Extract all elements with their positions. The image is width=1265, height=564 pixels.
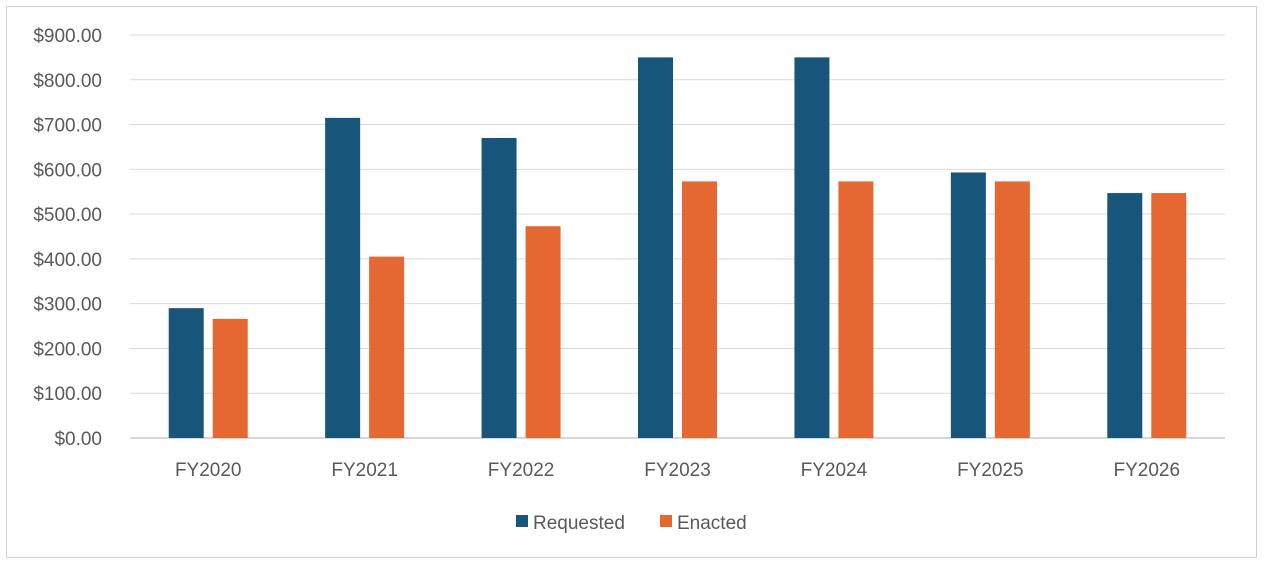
- bar-requested-fy2024: [794, 57, 830, 439]
- x-tick-label: FY2023: [644, 460, 711, 481]
- bar-enacted-fy2025: [994, 181, 1030, 438]
- y-tick-label: $0.00: [54, 429, 102, 450]
- bar-requested-fy2021: [325, 117, 361, 438]
- gridlines: [130, 34, 1225, 439]
- chart-frame: [6, 6, 1257, 558]
- x-tick-label: FY2026: [1114, 460, 1181, 481]
- legend-swatch-requested: [516, 515, 528, 527]
- y-tick-label: $500.00: [33, 205, 102, 226]
- bar-requested-fy2025: [950, 172, 986, 438]
- bar-enacted-fy2021: [369, 256, 405, 438]
- y-tick-label: $600.00: [33, 160, 102, 181]
- bars: [168, 57, 1187, 439]
- legend-label-requested: Requested: [533, 513, 625, 534]
- y-tick-label: $300.00: [33, 295, 102, 316]
- bar-requested-fy2022: [481, 137, 517, 438]
- x-tick-label: FY2022: [488, 460, 555, 481]
- y-tick-label: $400.00: [33, 250, 102, 271]
- x-axis-tick-labels: FY2020 FY2021 FY2022 FY2023 FY2024 FY2025 FY20…: [175, 460, 1180, 481]
- bar-enacted-fy2026: [1151, 193, 1187, 438]
- y-tick-label: $700.00: [33, 116, 102, 137]
- legend: Requested Enacted: [516, 513, 747, 534]
- x-tick-label: FY2021: [331, 460, 398, 481]
- legend-swatch-enacted: [660, 515, 672, 527]
- x-tick-label: FY2020: [175, 460, 242, 481]
- bar-enacted-fy2023: [682, 181, 717, 438]
- bar-enacted-fy2022: [525, 226, 561, 438]
- y-tick-label: $100.00: [33, 384, 102, 405]
- y-axis-tick-labels: $0.00 $100.00 $200.00 $300.00 $400.00 $500.00…: [33, 26, 102, 450]
- bar-requested-fy2020: [168, 308, 204, 438]
- bar-enacted-fy2020: [212, 318, 248, 438]
- y-tick-label: $800.00: [33, 71, 102, 92]
- bar-requested-fy2026: [1107, 193, 1143, 438]
- bar-enacted-fy2024: [838, 181, 874, 438]
- x-tick-label: FY2024: [801, 460, 868, 481]
- legend-label-enacted: Enacted: [677, 513, 747, 534]
- y-tick-label: $900.00: [33, 26, 102, 47]
- bar-requested-fy2023: [638, 57, 673, 439]
- y-tick-label: $200.00: [33, 339, 102, 360]
- x-tick-label: FY2025: [957, 460, 1024, 481]
